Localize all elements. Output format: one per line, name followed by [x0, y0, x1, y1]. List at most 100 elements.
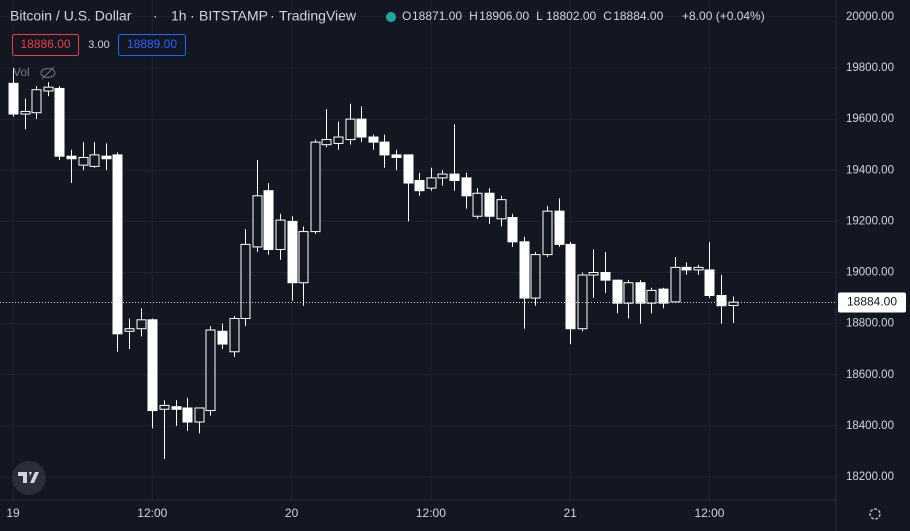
- header: Bitcoin / U.S. Dollar · 1h · BITSTAMP · …: [10, 8, 765, 24]
- candle-body: [112, 154, 123, 335]
- ohlc-value: 18802.00: [546, 9, 596, 23]
- status-dot: [386, 12, 396, 22]
- ohlc-key: H: [469, 9, 478, 23]
- candle-body: [484, 192, 495, 217]
- candle-body: [240, 243, 251, 320]
- candle-body: [519, 241, 530, 299]
- settings-icon[interactable]: [869, 508, 881, 520]
- tv-logo: [12, 461, 46, 495]
- x-tick-label: 12:00: [137, 506, 167, 520]
- ohlc-key: O: [402, 9, 411, 23]
- change: +8.00 (+0.04%): [682, 9, 765, 23]
- candle-body: [31, 89, 42, 114]
- candle-body: [658, 288, 669, 304]
- candle-body: [298, 231, 309, 284]
- candle-body: [194, 407, 205, 423]
- ohlc-value: 18871.00: [412, 9, 462, 23]
- candle-body: [449, 173, 460, 181]
- candle-body: [542, 210, 553, 256]
- candle-body: [496, 199, 507, 220]
- y-tick-label: 18200.00: [846, 471, 894, 483]
- gear: [869, 508, 881, 520]
- candle-body: [368, 136, 379, 143]
- y-tick-label: 19400.00: [846, 164, 894, 176]
- ohlc-value: 18906.00: [479, 9, 529, 23]
- candle-body: [588, 271, 599, 276]
- volume-label: Vol: [13, 65, 30, 79]
- bid-box[interactable]: [12, 34, 79, 56]
- candle-body: [681, 266, 692, 271]
- last-price-box: [838, 292, 906, 313]
- y-tick-label: 18400.00: [846, 420, 894, 432]
- x-tick-label: 20: [285, 506, 299, 520]
- x-tick-label: 19: [6, 506, 20, 520]
- ohlc-value: 18884.00: [613, 9, 663, 23]
- spread: 3.00: [88, 39, 109, 51]
- candle-body: [565, 243, 576, 330]
- ohlc-legend: O 18871.00 H 18906.00 L 18802.00 C 18884.00: [402, 9, 664, 23]
- candle-body: [704, 269, 715, 297]
- bid: 18886.00: [20, 37, 70, 51]
- candle-body: [461, 177, 472, 197]
- ohlc-key: C: [603, 9, 612, 23]
- candle-body: [693, 266, 704, 271]
- candle-body: [136, 319, 147, 330]
- candle-body: [287, 220, 298, 284]
- eye: [40, 68, 56, 78]
- quote[interactable]: 18886.00 3.00 18889.00: [12, 34, 186, 56]
- candle-body: [43, 86, 54, 92]
- x-tick-label: 12:00: [694, 506, 724, 520]
- candle-body: [623, 282, 634, 304]
- y-tick-label: 19200.00: [846, 215, 894, 227]
- candle-body: [147, 319, 158, 412]
- candle-body: [577, 274, 588, 330]
- overlay: 18884.00: [0, 292, 906, 313]
- ask-box[interactable]: [118, 34, 186, 56]
- y-tick-label: 19600.00: [846, 113, 894, 125]
- y-tick-label: 20000.00: [846, 11, 894, 23]
- x-tick-label: 12:00: [416, 506, 446, 520]
- candle-body: [252, 195, 263, 248]
- candle-body: [310, 141, 321, 233]
- candle-body: [426, 177, 437, 189]
- candle-body: [275, 219, 286, 250]
- eye-icon[interactable]: [40, 66, 56, 80]
- candle-body: [217, 330, 228, 345]
- candle-body: [554, 210, 565, 245]
- candle-body: [670, 266, 681, 303]
- candle-body: [321, 139, 332, 146]
- candle-body: [728, 301, 739, 306]
- candle-body: [333, 136, 344, 144]
- candle-body: [171, 406, 182, 410]
- candle-body: [8, 82, 19, 115]
- candle-body: [379, 141, 390, 156]
- logo-mark: [18, 472, 39, 483]
- candle-body: [229, 318, 240, 353]
- ohlc-key: L: [536, 9, 543, 23]
- candle-body: [414, 179, 425, 192]
- last-price-label: 18884.00: [847, 295, 897, 309]
- candle-body: [66, 155, 77, 160]
- candle-body: [356, 118, 367, 138]
- candles: [8, 67, 739, 460]
- candle-body: [89, 154, 100, 167]
- candle-body: [101, 155, 112, 160]
- candle-body: [182, 407, 193, 423]
- candle-body: [124, 328, 135, 332]
- candle-body: [205, 329, 216, 412]
- candle-body: [391, 154, 402, 158]
- candle-body: [530, 254, 541, 299]
- y-tick-label: 19800.00: [846, 62, 894, 74]
- separator: ·: [153, 8, 158, 24]
- candle-body: [54, 87, 65, 157]
- candle-body: [646, 289, 657, 304]
- candle-body: [600, 271, 611, 281]
- exchange: BITSTAMP: [199, 8, 268, 24]
- ask: 18889.00: [127, 37, 177, 51]
- candle-body: [507, 217, 518, 243]
- interval: 1h: [171, 8, 187, 24]
- candle-body: [716, 295, 727, 307]
- candle-body: [472, 192, 483, 217]
